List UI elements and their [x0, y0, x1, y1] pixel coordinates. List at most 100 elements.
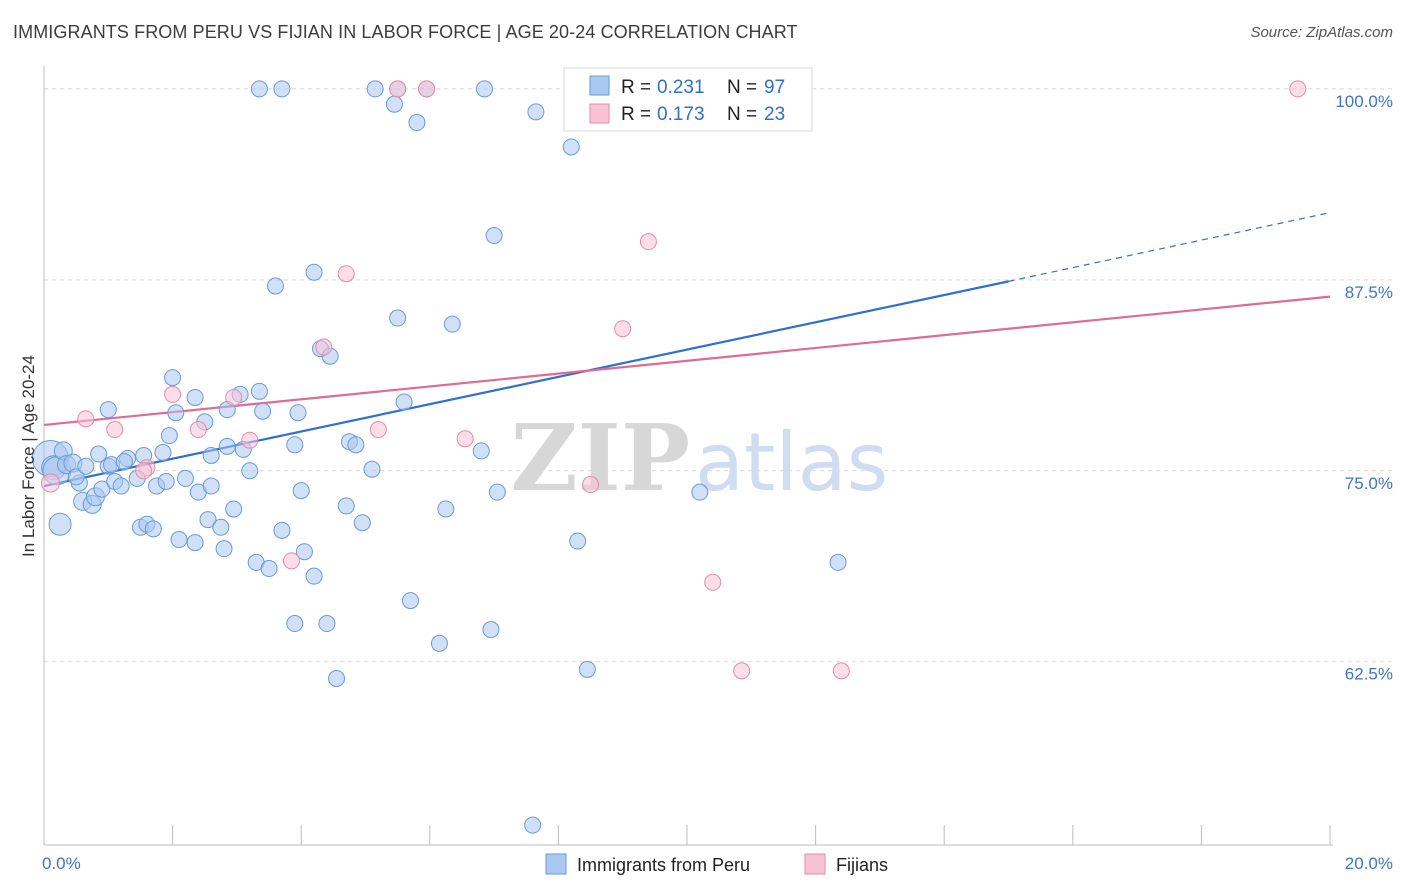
peru-point — [395, 393, 413, 411]
fiji-point — [315, 338, 333, 356]
fiji-point — [135, 462, 153, 480]
fiji-point — [106, 421, 124, 439]
x-tick-label: 20.0% — [1345, 854, 1393, 873]
chart-title: IMMIGRANTS FROM PERU VS FIJIAN IN LABOR … — [13, 22, 798, 42]
peru-point — [112, 477, 130, 495]
peru-point — [328, 670, 346, 688]
peru-point — [48, 512, 72, 536]
legend-swatch-peru — [589, 75, 610, 96]
legend-r-label-fiji: R = — [621, 104, 651, 125]
peru-point — [485, 227, 503, 245]
fiji-point — [639, 233, 657, 251]
legend-n-value-fiji: 23 — [764, 104, 785, 125]
legend-r-value-fiji: 0.173 — [657, 104, 705, 125]
series-swatch-fiji — [804, 853, 826, 875]
peru-point — [250, 80, 268, 98]
fiji-point — [241, 431, 259, 449]
peru-point — [67, 468, 85, 486]
fiji-point — [614, 320, 632, 338]
watermark-zip: ZIP — [511, 404, 690, 512]
fiji-point — [1289, 80, 1307, 98]
peru-point — [176, 469, 194, 487]
peru-point — [524, 816, 542, 834]
axes: 62.5% 75.0% 87.5% 100.0% 0.0% 20.0% — [42, 66, 1393, 873]
peru-point — [254, 402, 272, 420]
x-tick-label: 0.0% — [42, 854, 81, 873]
peru-point — [77, 457, 95, 475]
legend-box: R = 0.231 N = 97 R = 0.173 N = 23 — [563, 67, 813, 132]
peru-trend-extension — [1008, 212, 1331, 282]
legend-swatch-fiji — [589, 103, 610, 124]
peru-point — [353, 514, 371, 532]
peru-point — [157, 472, 175, 490]
peru-point — [164, 369, 182, 387]
peru-point — [289, 404, 307, 422]
source-label: Source: ZipAtlas.com — [1250, 24, 1393, 41]
y-tick-label: 87.5% — [1345, 283, 1393, 302]
peru-point — [527, 103, 545, 121]
fiji-point — [164, 385, 182, 403]
legend-r-label-peru: R = — [621, 77, 651, 98]
peru-point — [385, 95, 403, 113]
peru-point — [482, 621, 500, 639]
legend-n-label-peru: N = — [727, 77, 757, 98]
peru-point — [273, 80, 291, 98]
data-points — [31, 80, 1307, 834]
peru-point — [93, 480, 111, 498]
fiji-point — [189, 421, 207, 439]
peru-point — [90, 445, 108, 463]
peru-point — [144, 520, 162, 538]
peru-point — [408, 114, 426, 132]
peru-point — [578, 660, 596, 678]
legend-r-value-peru: 0.231 — [657, 77, 705, 98]
y-axis-title: In Labor Force | Age 20-24 — [19, 355, 38, 557]
fiji-point — [337, 265, 355, 283]
peru-point — [115, 453, 133, 471]
peru-point — [250, 382, 268, 400]
grid-lines — [44, 88, 1395, 663]
peru-point — [260, 560, 278, 578]
fiji-point — [733, 662, 751, 680]
fiji-point — [77, 410, 95, 428]
peru-point — [215, 540, 233, 558]
peru-point — [569, 532, 587, 550]
peru-point — [488, 483, 506, 501]
peru-point — [337, 497, 355, 515]
peru-point — [160, 427, 178, 445]
peru-point — [218, 437, 236, 455]
fiji-point — [456, 430, 474, 448]
fiji-point — [369, 421, 387, 439]
peru-point — [437, 500, 455, 518]
peru-point — [363, 460, 381, 478]
peru-point — [295, 543, 313, 561]
fiji-point — [283, 552, 301, 570]
watermark: ZIP atlas — [511, 404, 889, 512]
peru-point — [691, 483, 709, 501]
legend-n-value-peru: 97 — [764, 77, 785, 98]
peru-point — [212, 518, 230, 536]
series-legend: Immigrants from Peru Fijians — [545, 853, 888, 875]
peru-point — [292, 482, 310, 500]
series-label-peru: Immigrants from Peru — [577, 855, 750, 875]
y-tick-label: 100.0% — [1335, 92, 1393, 111]
peru-point — [202, 477, 220, 495]
y-tick-label: 62.5% — [1345, 665, 1393, 684]
peru-point — [170, 531, 188, 549]
peru-point — [266, 277, 284, 295]
peru-point — [154, 443, 172, 461]
peru-point — [305, 263, 323, 281]
fiji-point — [582, 476, 600, 494]
peru-point — [241, 462, 259, 480]
fiji-point — [389, 80, 407, 98]
y-tick-label: 75.0% — [1345, 474, 1393, 493]
peru-point — [186, 534, 204, 552]
watermark-atlas: atlas — [695, 416, 888, 509]
fiji-point — [40, 473, 60, 493]
peru-point — [475, 80, 493, 98]
fiji-point — [832, 662, 850, 680]
series-swatch-peru — [545, 853, 567, 875]
peru-point — [225, 500, 243, 518]
peru-point — [366, 80, 384, 98]
fiji-point — [225, 388, 243, 406]
peru-point — [443, 315, 461, 333]
